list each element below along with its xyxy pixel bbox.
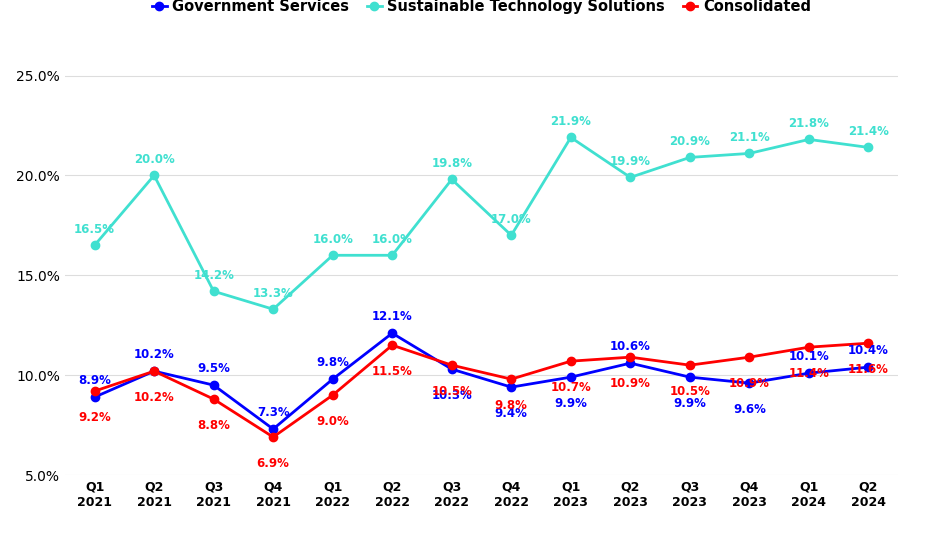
Consolidated xyxy=(89,388,100,394)
Government Services xyxy=(744,380,755,387)
Text: 21.8%: 21.8% xyxy=(789,117,830,130)
Text: 10.2%: 10.2% xyxy=(133,348,174,361)
Government Services xyxy=(268,426,279,432)
Sustainable Technology Solutions xyxy=(744,150,755,157)
Sustainable Technology Solutions xyxy=(89,242,100,248)
Government Services xyxy=(148,368,159,375)
Sustainable Technology Solutions xyxy=(327,252,338,259)
Text: 9.8%: 9.8% xyxy=(494,399,528,412)
Text: 21.9%: 21.9% xyxy=(550,115,591,128)
Text: 9.0%: 9.0% xyxy=(317,414,349,428)
Text: 14.2%: 14.2% xyxy=(194,269,234,282)
Government Services xyxy=(565,374,576,381)
Consolidated xyxy=(208,396,219,402)
Text: 10.9%: 10.9% xyxy=(729,377,770,390)
Consolidated xyxy=(744,354,755,360)
Government Services xyxy=(506,384,517,390)
Government Services xyxy=(327,376,338,382)
Text: 21.4%: 21.4% xyxy=(848,124,889,138)
Text: 17.0%: 17.0% xyxy=(491,212,532,225)
Text: 19.9%: 19.9% xyxy=(610,155,651,168)
Text: 16.5%: 16.5% xyxy=(74,223,115,235)
Consolidated xyxy=(625,354,636,360)
Text: 16.0%: 16.0% xyxy=(372,233,413,246)
Text: 8.8%: 8.8% xyxy=(197,419,230,431)
Sustainable Technology Solutions xyxy=(387,252,398,259)
Text: 9.4%: 9.4% xyxy=(494,407,528,419)
Text: 10.2%: 10.2% xyxy=(133,390,174,403)
Sustainable Technology Solutions xyxy=(804,136,815,143)
Consolidated xyxy=(506,376,517,382)
Text: 13.3%: 13.3% xyxy=(253,287,294,300)
Government Services xyxy=(684,374,695,381)
Consolidated xyxy=(684,362,695,369)
Sustainable Technology Solutions xyxy=(565,134,576,141)
Text: 9.9%: 9.9% xyxy=(673,396,707,410)
Sustainable Technology Solutions xyxy=(684,154,695,161)
Text: 11.4%: 11.4% xyxy=(789,366,830,379)
Text: 9.9%: 9.9% xyxy=(555,396,587,410)
Text: 10.6%: 10.6% xyxy=(610,341,651,353)
Legend: Government Services, Sustainable Technology Solutions, Consolidated: Government Services, Sustainable Technol… xyxy=(152,0,811,14)
Text: 19.8%: 19.8% xyxy=(432,157,472,170)
Text: 9.5%: 9.5% xyxy=(197,363,230,376)
Consolidated xyxy=(446,362,457,369)
Government Services xyxy=(89,394,100,400)
Line: Consolidated: Consolidated xyxy=(91,339,872,441)
Text: 10.7%: 10.7% xyxy=(550,381,591,394)
Sustainable Technology Solutions xyxy=(506,232,517,239)
Text: 9.6%: 9.6% xyxy=(733,402,766,416)
Government Services xyxy=(446,366,457,372)
Text: 10.5%: 10.5% xyxy=(432,384,472,397)
Sustainable Technology Solutions xyxy=(625,174,636,181)
Government Services xyxy=(387,330,398,336)
Sustainable Technology Solutions xyxy=(268,306,279,312)
Text: 9.2%: 9.2% xyxy=(78,411,111,424)
Text: 10.5%: 10.5% xyxy=(669,384,710,397)
Consolidated xyxy=(804,344,815,351)
Text: 20.9%: 20.9% xyxy=(669,135,710,147)
Consolidated xyxy=(327,392,338,399)
Sustainable Technology Solutions xyxy=(148,172,159,179)
Sustainable Technology Solutions xyxy=(208,288,219,294)
Consolidated xyxy=(565,358,576,364)
Government Services xyxy=(804,370,815,376)
Consolidated xyxy=(387,342,398,348)
Text: 11.6%: 11.6% xyxy=(848,363,889,376)
Line: Sustainable Technology Solutions: Sustainable Technology Solutions xyxy=(91,133,872,313)
Government Services xyxy=(863,364,874,370)
Sustainable Technology Solutions xyxy=(863,144,874,151)
Text: 10.3%: 10.3% xyxy=(432,389,472,402)
Text: 10.1%: 10.1% xyxy=(789,351,830,364)
Line: Government Services: Government Services xyxy=(91,329,872,433)
Consolidated xyxy=(268,434,279,440)
Text: 10.9%: 10.9% xyxy=(610,377,651,390)
Text: 8.9%: 8.9% xyxy=(78,375,111,388)
Sustainable Technology Solutions xyxy=(446,176,457,183)
Consolidated xyxy=(863,340,874,347)
Text: 20.0%: 20.0% xyxy=(133,153,174,165)
Text: 16.0%: 16.0% xyxy=(312,233,353,246)
Text: 10.4%: 10.4% xyxy=(848,345,889,358)
Text: 6.9%: 6.9% xyxy=(257,456,290,470)
Text: 21.1%: 21.1% xyxy=(729,130,770,144)
Consolidated xyxy=(148,368,159,375)
Government Services xyxy=(625,360,636,366)
Text: 12.1%: 12.1% xyxy=(372,311,413,323)
Text: 9.8%: 9.8% xyxy=(317,357,349,370)
Text: 11.5%: 11.5% xyxy=(372,365,413,378)
Government Services xyxy=(208,382,219,388)
Text: 7.3%: 7.3% xyxy=(257,406,290,419)
